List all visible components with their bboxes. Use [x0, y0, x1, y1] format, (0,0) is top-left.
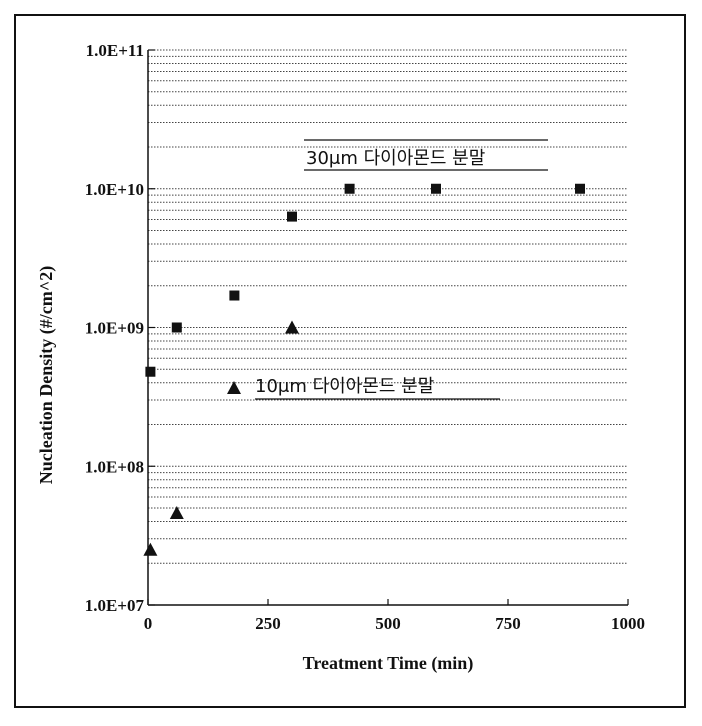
y-axis-title: Nucleation Density (#/cm^2): [36, 266, 57, 484]
data-point-square: [171, 322, 182, 333]
y-tick-label: 1.0E+10: [85, 180, 144, 199]
data-point-square: [431, 183, 441, 194]
annotation-10um-label: 10μm 다이아몬드 분말: [255, 376, 434, 397]
data-point-triangle: [285, 320, 299, 334]
axes: [147, 49, 629, 606]
data-point-square: [287, 211, 297, 222]
annotation-10um: 10μm 다이아몬드 분말: [255, 376, 500, 400]
x-tick-label: 750: [495, 614, 521, 633]
annotation-30um-label: 30μm 다이아몬드 분말: [306, 148, 485, 169]
tick-labels: 0 250 500 750 1000 1.0E+07 1.0E+08 1.0E+09 1.0E+…: [85, 41, 645, 633]
gridlines: [148, 49, 628, 564]
data-point-triangle: [169, 506, 184, 520]
x-tick-label: 0: [144, 614, 153, 633]
data-point-square: [229, 290, 240, 301]
x-axis-title: Treatment Time (min): [303, 653, 474, 674]
data-point-square: [145, 366, 156, 377]
y-tick-label: 1.0E+08: [85, 457, 144, 476]
data-point-square: [344, 183, 355, 194]
data-point-square: [575, 183, 585, 194]
figure-frame: [14, 14, 686, 708]
x-tick-label: 250: [255, 614, 281, 633]
y-tick-label: 1.0E+09: [85, 319, 144, 338]
annotation-30um: 30μm 다이아몬드 분말: [304, 139, 548, 171]
data-points: [143, 183, 585, 556]
x-tick-label: 500: [375, 614, 401, 633]
data-point-triangle: [143, 542, 158, 556]
x-tick-label: 1000: [611, 614, 645, 633]
y-tick-label: 1.0E+07: [85, 596, 145, 615]
y-tick-label: 1.0E+11: [86, 41, 144, 60]
legend-triangle-marker: [227, 381, 241, 394]
